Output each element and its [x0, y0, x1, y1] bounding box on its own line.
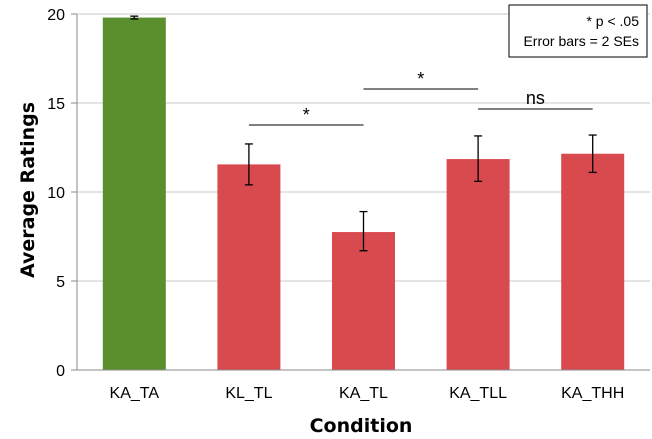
y-axis-title: Average Ratings	[17, 102, 39, 278]
legend-line-error-bars: Error bars = 2 SEs	[523, 33, 639, 49]
bars	[102, 17, 625, 371]
bar-ka-tll	[446, 159, 510, 370]
y-tick-label: 15	[47, 96, 65, 113]
y-tick-label: 5	[56, 274, 65, 291]
legend-frame	[508, 4, 648, 58]
x-tick-label: KA_TL	[339, 385, 388, 402]
bar-ka-ta	[102, 17, 166, 371]
x-tick-label: KA_TA	[110, 385, 160, 402]
x-tick-label: KA_TLL	[449, 385, 507, 402]
bar-ka-tl	[332, 232, 395, 370]
legend-box: * p < .05 Error bars = 2 SEs	[508, 4, 648, 58]
x-axis-title: Condition	[310, 415, 413, 437]
y-tick-label: 10	[47, 185, 65, 202]
significance-markers: * * ns	[248, 69, 593, 126]
error-bars	[130, 15, 597, 252]
legend-line-significance: * p < .05	[586, 13, 639, 29]
x-tick-labels: KA_TA KL_TL KA_TL KA_TLL KA_THH	[110, 385, 625, 402]
y-tick-label: 0	[56, 363, 65, 380]
y-tick-label: 20	[47, 7, 65, 24]
x-tick-label: KA_THH	[561, 385, 624, 402]
x-tick-label: KL_TL	[225, 385, 272, 402]
bar-kl-tl	[217, 164, 281, 370]
significance-label: *	[303, 105, 310, 125]
significance-label: *	[417, 69, 424, 89]
y-tick-labels: 0 5 10 15 20	[47, 7, 65, 380]
axes	[76, 14, 650, 371]
bar-ka-thh	[561, 153, 625, 370]
significance-label: ns	[526, 88, 545, 108]
